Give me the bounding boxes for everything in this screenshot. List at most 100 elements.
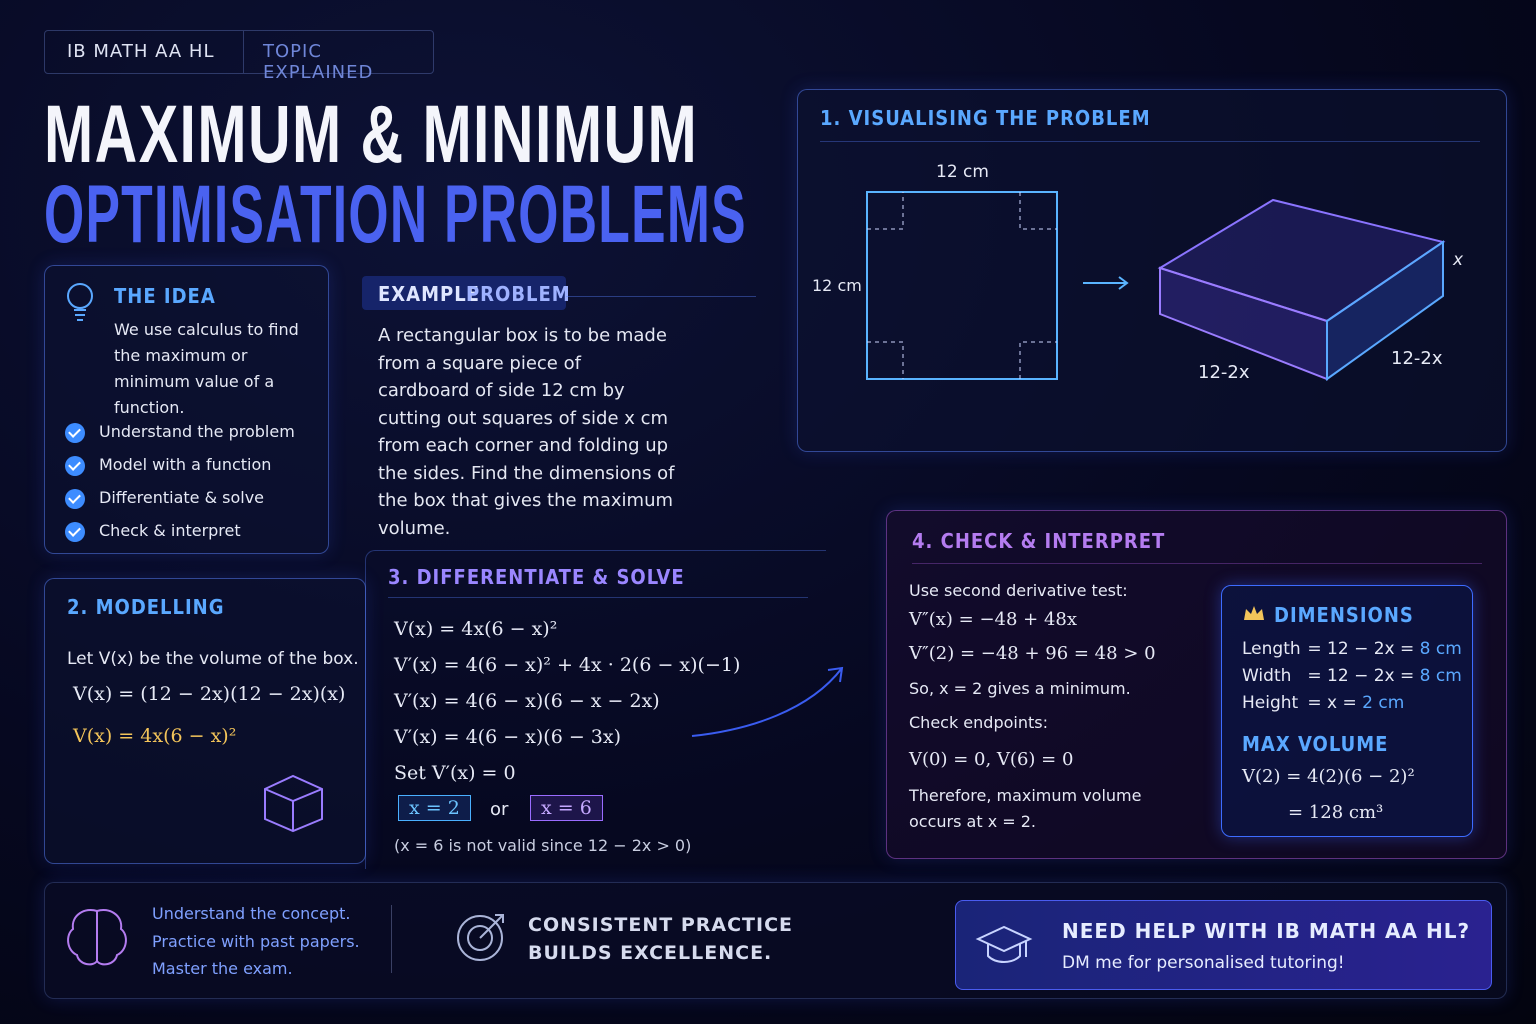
practice-lines: CONSISTENT PRACTICE BUILDS EXCELLENCE. <box>528 911 793 967</box>
line: Master the exam. <box>152 959 293 978</box>
check-icon <box>65 455 85 476</box>
modelling-panel: 2. MODELLING Let V(x) be the volume of t… <box>44 578 366 864</box>
expr: = 12 − 2x = <box>1307 639 1415 659</box>
cta-title: NEED HELP WITH IB MATH AA HL? <box>1062 919 1471 943</box>
derivation: V(x) = 4x(6 − x)² V′(x) = 4(6 − x)² + 4x… <box>394 611 740 791</box>
idea-text: We use calculus to find the maximum or m… <box>114 320 299 417</box>
text: Let V(x) be the volume of the box. <box>67 649 359 669</box>
expr: = 12 − 2x = <box>1307 666 1415 686</box>
equation: V(x) = 4x(6 − x)² <box>394 618 558 640</box>
dim-label: x <box>1453 250 1464 270</box>
line: Use second derivative test: <box>909 581 1128 600</box>
solution: x = 6 <box>530 795 603 821</box>
example-tab: EXAMPLE PROBLEM <box>362 276 570 310</box>
panel-title: EXAMPLE <box>378 282 480 306</box>
row: Height = x = 2 cm <box>1242 690 1462 717</box>
tag: IB MATH AA HL <box>67 41 215 62</box>
line: So, x = 2 gives a minimum. <box>909 679 1131 698</box>
check-icon <box>65 521 85 542</box>
cta-box[interactable]: NEED HELP WITH IB MATH AA HL? DM me for … <box>955 900 1492 990</box>
equation: V′(x) = 4(6 − x)² + 4x · 2(6 − x)(−1) <box>394 654 741 676</box>
dim-label: 12-2x <box>1391 348 1443 369</box>
title: MAXIMUM & MINIMUM <box>44 89 699 180</box>
dimensions-box: DIMENSIONS Length = 12 − 2x = 8 cm Width… <box>1221 585 1473 837</box>
brain-icon <box>67 909 127 966</box>
panel-title: PROBLEM <box>466 282 571 306</box>
idea-panel: THE IDEA We use calculus to find the max… <box>44 265 329 554</box>
panel-title: DIMENSIONS <box>1274 603 1414 627</box>
equation: V(x) = (12 − 2x)(12 − 2x)(x) <box>73 683 346 705</box>
equation: V″(2) = −48 + 96 = 48 > 0 <box>909 643 1156 664</box>
equation: V(x) = 4x(6 − x)² <box>73 725 237 747</box>
cube-icon <box>264 774 323 833</box>
bulb-icon <box>67 283 93 321</box>
step-text: Check & interpret <box>99 521 241 540</box>
step: Check & interpret <box>65 514 295 547</box>
equation: V(2) = 4(2)(6 − 2)² <box>1242 766 1415 787</box>
rule <box>820 141 1480 142</box>
equation: V″(x) = −48 + 48x <box>909 609 1078 630</box>
step-text: Differentiate & solve <box>99 488 265 507</box>
equation: = 128 cm³ <box>1288 802 1384 823</box>
row: Width = 12 − 2x = 8 cm <box>1242 663 1462 690</box>
line: Therefore, maximum volume occurs at x = … <box>909 786 1142 831</box>
check-icon <box>65 488 85 509</box>
concept-lines: Understand the concept. Practice with pa… <box>152 900 360 983</box>
equation: V′(x) = 4(6 − x)(6 − x − 2x) <box>394 690 660 712</box>
check-panel: 4. CHECK & INTERPRET Use second derivati… <box>886 510 1507 859</box>
differentiate-section: 3. DIFFERENTIATE & SOLVE V(x) = 4x(6 − x… <box>365 550 826 869</box>
dim-label: 12-2x <box>1198 362 1250 383</box>
tag: TOPIC EXPLAINED <box>263 41 374 83</box>
header-tags: IB MATH AA HL TOPIC EXPLAINED <box>44 30 434 83</box>
value: 8 cm <box>1419 666 1462 686</box>
label: Length <box>1242 639 1301 659</box>
equation: Set V′(x) = 0 <box>394 762 516 784</box>
divider <box>391 905 392 973</box>
value: 8 cm <box>1419 639 1462 659</box>
visual-panel: 1. VISUALISING THE PROBLEM 12 cm 12 cm x… <box>797 89 1507 452</box>
steps: Understand the problem Model with a func… <box>65 415 295 547</box>
arrow <box>691 666 844 737</box>
panel-title: MAX VOLUME <box>1242 732 1389 756</box>
line: BUILDS EXCELLENCE. <box>528 942 773 964</box>
step: Differentiate & solve <box>65 481 295 514</box>
equation: V(0) = 0, V(6) = 0 <box>909 749 1074 770</box>
panel-title: 3. DIFFERENTIATE & SOLVE <box>388 565 685 589</box>
rule <box>912 563 1482 564</box>
row: Length = 12 − 2x = 8 cm <box>1242 636 1462 663</box>
step: Model with a function <box>65 448 295 481</box>
step-text: Understand the problem <box>99 422 295 441</box>
panel-title: 4. CHECK & INTERPRET <box>912 529 1166 553</box>
cta-text: DM me for personalised tutoring! <box>1062 953 1345 973</box>
target-icon <box>457 914 504 961</box>
divider <box>243 31 244 73</box>
note: (x = 6 is not valid since 12 − 2x > 0) <box>394 836 692 855</box>
line: Understand the concept. <box>152 904 351 923</box>
rule <box>388 597 808 598</box>
title: OPTIMISATION PROBLEMS <box>44 169 747 260</box>
label: Width <box>1242 666 1292 686</box>
footer: Understand the concept. Practice with pa… <box>44 882 1507 999</box>
step-text: Model with a function <box>99 455 272 474</box>
step: Understand the problem <box>65 415 295 448</box>
dimension-rows: Length = 12 − 2x = 8 cm Width = 12 − 2x … <box>1242 636 1462 717</box>
rule <box>566 296 756 297</box>
line: Practice with past papers. <box>152 931 360 951</box>
line: Check endpoints: <box>909 713 1048 732</box>
panel-title: THE IDEA <box>114 284 216 308</box>
crown-icon <box>1244 606 1264 620</box>
line: CONSISTENT PRACTICE <box>528 914 794 936</box>
text: or <box>490 799 509 820</box>
solution: x = 2 <box>398 795 471 821</box>
value: 2 cm <box>1362 693 1405 713</box>
dim-label: 12 cm <box>936 162 989 182</box>
label: Height <box>1242 693 1299 713</box>
equation: V′(x) = 4(6 − x)(6 − 3x) <box>394 726 622 748</box>
check-icon <box>65 422 85 443</box>
diagram <box>866 191 1446 381</box>
panel-title: 1. VISUALISING THE PROBLEM <box>820 106 1151 130</box>
dim-label: 12 cm <box>812 276 862 295</box>
cap-icon <box>975 925 1033 963</box>
